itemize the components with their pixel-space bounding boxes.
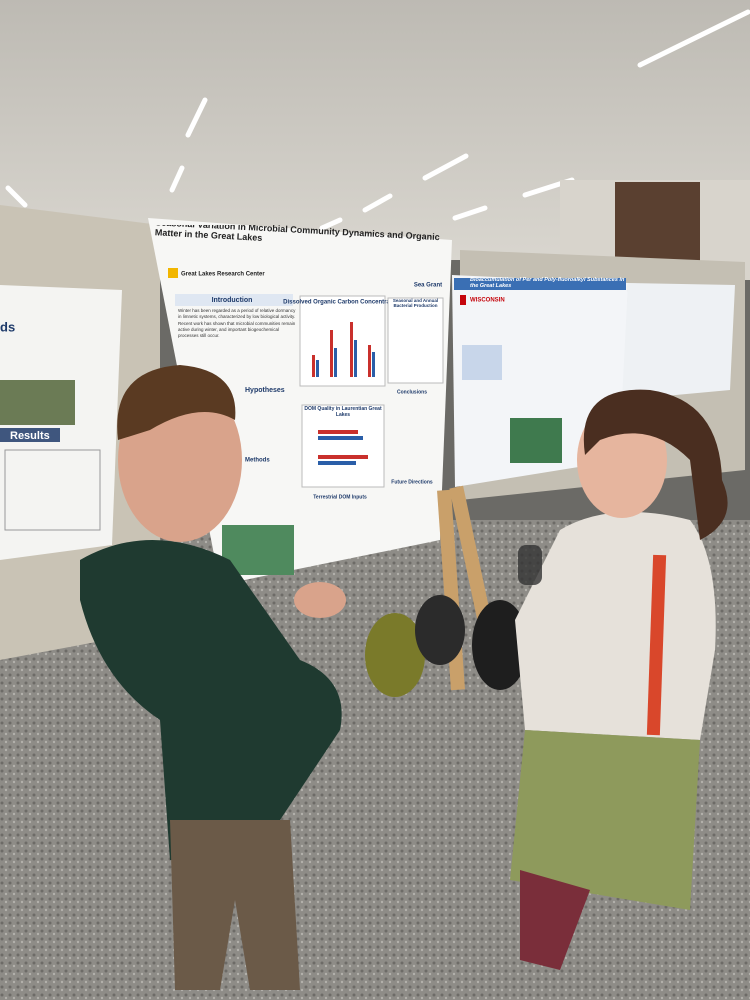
- poster-heading: Results: [10, 430, 50, 442]
- section-heading: Methods: [245, 458, 270, 464]
- logo-text: Great Lakes Research Center: [181, 272, 265, 278]
- logo-text: Sea Grant: [414, 283, 442, 289]
- section-heading: DOM Quality in Laurentian Great Lakes: [304, 406, 382, 418]
- woman: [510, 389, 728, 970]
- poster-title: Bioaccumulation of Per and Poly-fluoroal…: [470, 277, 625, 289]
- poster-heading: ds: [0, 319, 15, 334]
- man: [80, 365, 346, 990]
- poster-title: Seasonal Variation in Microbial Communit…: [155, 225, 440, 243]
- backpack: [472, 600, 528, 690]
- logo-text: WISCONSIN: [470, 298, 505, 304]
- section-heading: Future Directions: [391, 479, 433, 485]
- section-heading: Introduction: [212, 297, 253, 304]
- section-heading: Conclusions: [397, 389, 427, 395]
- section-heading: Hypotheses: [245, 387, 285, 394]
- left-poster: ds Results Results: [0, 285, 122, 560]
- section-heading: Seasonal and Annual Bacterial Production: [392, 298, 439, 308]
- bullet: Recent work has shown that microbial com…: [178, 320, 296, 339]
- door: [615, 182, 700, 262]
- ceiling-lights: [5, 9, 750, 231]
- section-heading: Terrestrial DOM Inputs: [313, 494, 367, 500]
- bullet: Winter has been regarded as a period of …: [178, 308, 296, 320]
- backpack: [415, 595, 465, 665]
- backpack: [365, 613, 425, 697]
- section-heading: Dissolved Organic Carbon Concentration: [283, 300, 401, 306]
